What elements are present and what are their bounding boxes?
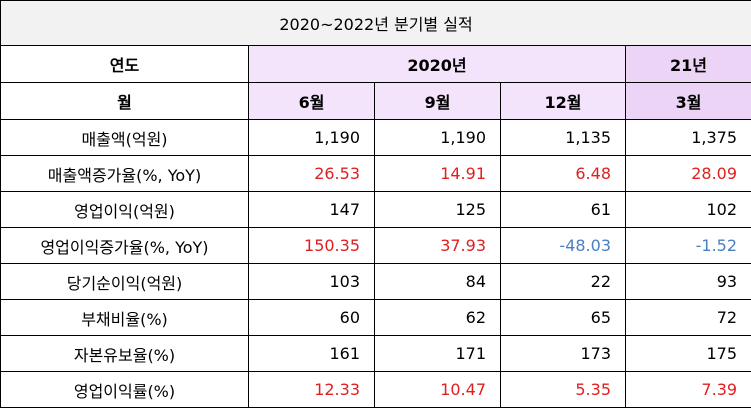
value-cell: 60 xyxy=(248,299,375,336)
row-label: 영업이익증가율(%, YoY) xyxy=(0,227,249,264)
table-title-row: 2020~2022년 분기별 실적 xyxy=(0,0,751,46)
value-cell: 10.47 xyxy=(374,371,501,408)
table-row: 매출액증가율(%, YoY) 26.53 14.91 6.48 28.09 xyxy=(0,155,751,192)
value-cell: 93 xyxy=(624,263,751,300)
month-label-cell: 월 xyxy=(0,82,249,120)
value-cell: 171 xyxy=(374,335,501,372)
value-cell: 72 xyxy=(624,299,751,336)
year-header-row: 연도 2020년 21년 xyxy=(0,45,751,83)
value-cell: 22 xyxy=(500,263,626,300)
value-cell: 102 xyxy=(624,191,751,228)
value-cell: 12.33 xyxy=(248,371,375,408)
row-label: 매출액증가율(%, YoY) xyxy=(0,155,249,192)
row-label: 자본유보율(%) xyxy=(0,335,249,372)
value-cell: 1,375 xyxy=(624,119,751,156)
value-cell: 1,135 xyxy=(500,119,626,156)
month-cell: 3월 xyxy=(624,82,751,120)
value-cell: 150.35 xyxy=(248,227,375,264)
table-row: 매출액(억원) 1,190 1,190 1,135 1,375 xyxy=(0,119,751,156)
row-label: 매출액(억원) xyxy=(0,119,249,156)
row-label: 부채비율(%) xyxy=(0,299,249,336)
value-cell: 84 xyxy=(374,263,501,300)
table-row: 부채비율(%) 60 62 65 72 xyxy=(0,299,751,336)
value-cell: -1.52 xyxy=(624,227,751,264)
value-cell: 1,190 xyxy=(248,119,375,156)
value-cell: 173 xyxy=(500,335,626,372)
month-header-row: 월 6월 9월 12월 3월 xyxy=(0,82,751,120)
table-row: 영업이익률(%) 12.33 10.47 5.35 7.39 xyxy=(0,371,751,408)
year-label-cell: 연도 xyxy=(0,45,249,83)
value-cell: 37.93 xyxy=(374,227,501,264)
value-cell: 65 xyxy=(500,299,626,336)
month-cell: 9월 xyxy=(374,82,501,120)
year-21-cell: 21년 xyxy=(624,45,751,83)
value-cell: 125 xyxy=(374,191,501,228)
row-label: 당기순이익(억원) xyxy=(0,263,249,300)
table-row: 영업이익증가율(%, YoY) 150.35 37.93 -48.03 -1.52 xyxy=(0,227,751,264)
value-cell: 14.91 xyxy=(374,155,501,192)
value-cell: 26.53 xyxy=(248,155,375,192)
row-label: 영업이익률(%) xyxy=(0,371,249,408)
table-title: 2020~2022년 분기별 실적 xyxy=(0,0,751,46)
row-label: 영업이익(억원) xyxy=(0,191,249,228)
table-row: 자본유보율(%) 161 171 173 175 xyxy=(0,335,751,372)
value-cell: 7.39 xyxy=(624,371,751,408)
value-cell: 1,190 xyxy=(374,119,501,156)
value-cell: 62 xyxy=(374,299,501,336)
value-cell: 161 xyxy=(248,335,375,372)
value-cell: -48.03 xyxy=(500,227,626,264)
year-2020-cell: 2020년 xyxy=(248,45,626,83)
value-cell: 61 xyxy=(500,191,626,228)
table-row: 당기순이익(억원) 103 84 22 93 xyxy=(0,263,751,300)
value-cell: 175 xyxy=(624,335,751,372)
month-cell: 12월 xyxy=(500,82,626,120)
value-cell: 5.35 xyxy=(500,371,626,408)
value-cell: 147 xyxy=(248,191,375,228)
value-cell: 28.09 xyxy=(624,155,751,192)
month-cell: 6월 xyxy=(248,82,375,120)
value-cell: 6.48 xyxy=(500,155,626,192)
value-cell: 103 xyxy=(248,263,375,300)
table-row: 영업이익(억원) 147 125 61 102 xyxy=(0,191,751,228)
